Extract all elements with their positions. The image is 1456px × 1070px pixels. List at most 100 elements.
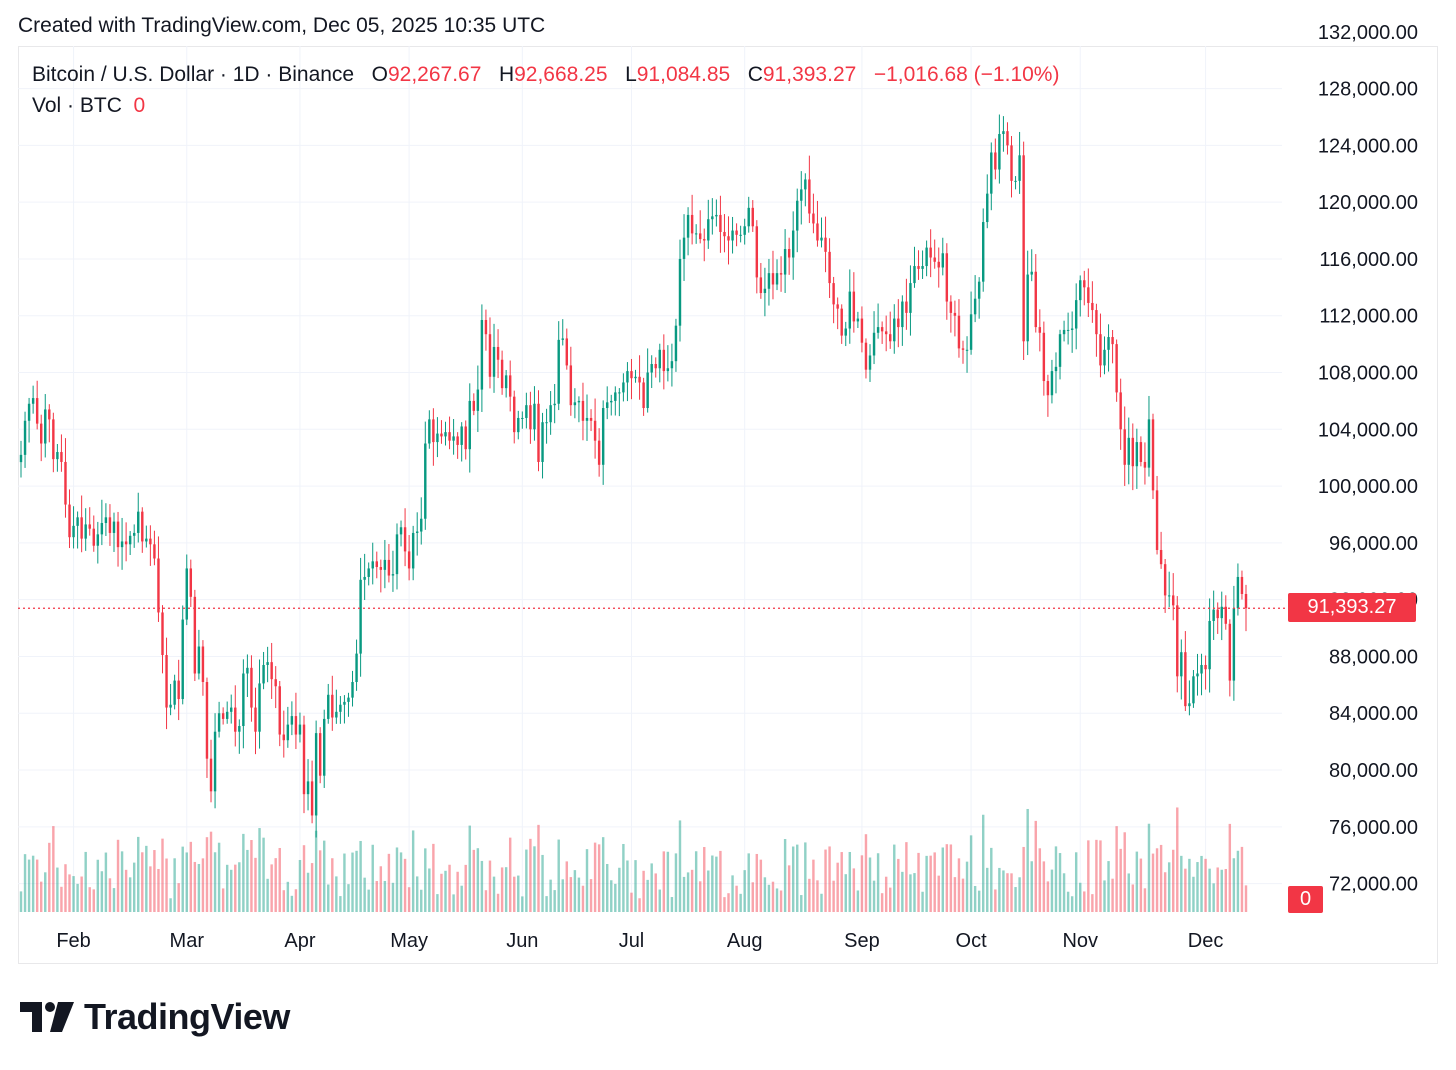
volume-bar: [379, 866, 383, 912]
volume-bar: [662, 851, 666, 912]
candle-body: [1200, 664, 1203, 674]
candle-body: [157, 558, 160, 613]
candle-body: [383, 559, 387, 570]
volume-bar: [230, 869, 233, 912]
candle-body: [1103, 349, 1106, 366]
candle-body: [205, 682, 209, 759]
candle-body: [209, 758, 213, 792]
candle-body: [500, 359, 504, 389]
last-price-tag: 91,393.27: [1288, 593, 1416, 622]
candle-body: [597, 440, 601, 465]
volume-bar: [800, 895, 803, 912]
volume-bar: [246, 849, 249, 912]
volume-bar: [128, 877, 132, 912]
volume-bar: [1240, 846, 1244, 912]
candle-body: [856, 318, 860, 322]
candle-body: [448, 432, 451, 441]
volume-bar: [266, 878, 269, 912]
volume-bar: [727, 893, 730, 912]
volume-bar: [355, 850, 358, 912]
volume-bar: [60, 886, 63, 912]
volume-bar: [383, 880, 387, 912]
volume-bar: [347, 884, 350, 912]
volume-bar: [735, 885, 738, 912]
volume-bar: [990, 847, 993, 912]
volume-bar: [153, 850, 156, 912]
volume-bar: [112, 888, 116, 912]
y-tick-label: 120,000.00: [1318, 192, 1418, 214]
y-tick-label: 112,000.00: [1319, 306, 1418, 328]
created-with-note: Created with TradingView.com, Dec 05, 20…: [18, 14, 546, 37]
volume-bar: [286, 881, 290, 912]
candle-body: [225, 711, 229, 719]
candle-body: [1184, 652, 1187, 707]
volume-bar: [573, 870, 577, 912]
candle-body: [828, 251, 831, 284]
volume-bar: [698, 881, 702, 912]
volume-bar: [217, 842, 221, 912]
candle-body: [371, 561, 374, 569]
candle-body: [844, 328, 847, 336]
volume-bar: [986, 867, 989, 912]
volume-bar: [973, 885, 977, 912]
open-label: O: [371, 63, 388, 86]
volume-bar: [577, 877, 581, 912]
volume-bar: [496, 893, 500, 912]
candle-body: [488, 334, 492, 377]
candle-body: [415, 531, 419, 533]
volume-bar: [64, 864, 67, 912]
volume-bar: [88, 887, 91, 912]
volume-bar: [173, 858, 176, 912]
volume-bar: [306, 872, 310, 912]
volume-bar: [998, 867, 1001, 912]
candle-body: [1038, 327, 1042, 333]
volume-bar: [1204, 858, 1207, 912]
candle-body: [1228, 623, 1232, 681]
candle-body: [998, 134, 1001, 170]
candle-body: [876, 327, 880, 333]
volume-bar: [1172, 849, 1175, 912]
volume-bar: [1228, 823, 1232, 912]
y-tick-label: 132,000.00: [1318, 22, 1418, 44]
volume-bar: [654, 873, 657, 912]
volume-bar: [440, 873, 443, 912]
volume-bar: [428, 868, 431, 912]
volume-bar: [476, 848, 480, 912]
volume-bar: [141, 852, 144, 912]
candle-body: [1176, 605, 1179, 677]
tradingview-logo[interactable]: TradingView: [20, 996, 290, 1038]
candle-body: [234, 707, 237, 732]
volume-bar: [1103, 880, 1106, 912]
candle-body: [177, 680, 180, 700]
candle-body: [306, 781, 310, 795]
x-tick-label: May: [390, 930, 428, 952]
volume-bar: [1038, 848, 1042, 912]
y-tick-label: 124,000.00: [1318, 135, 1418, 157]
volume-bar: [686, 872, 690, 912]
candle-body: [686, 214, 690, 238]
close-value: 91,393.27: [762, 63, 857, 86]
candle-body: [351, 682, 354, 698]
candle-body: [638, 376, 641, 383]
candle-body: [323, 718, 326, 776]
volume-bar: [19, 891, 23, 912]
volume-bar: [561, 879, 564, 912]
low-value: 91,084.85: [636, 63, 731, 86]
candle-body: [221, 713, 225, 719]
candle-body: [698, 233, 702, 240]
symbol-label: Bitcoin / U.S. Dollar · 1D · Binance: [32, 63, 355, 86]
volume-bar: [941, 847, 944, 912]
volume-bar: [157, 868, 160, 912]
volume-bar: [44, 872, 47, 912]
candle-body: [848, 291, 852, 329]
volume-bar: [411, 830, 415, 912]
y-tick-label: 96,000.00: [1329, 533, 1418, 555]
volume-bar: [274, 858, 277, 912]
candle-body: [1192, 676, 1195, 704]
candle-body: [1050, 371, 1054, 396]
candle-body: [893, 318, 896, 342]
candle-body: [452, 436, 455, 441]
volume-bar: [1083, 891, 1086, 912]
volume-bar: [137, 836, 140, 912]
